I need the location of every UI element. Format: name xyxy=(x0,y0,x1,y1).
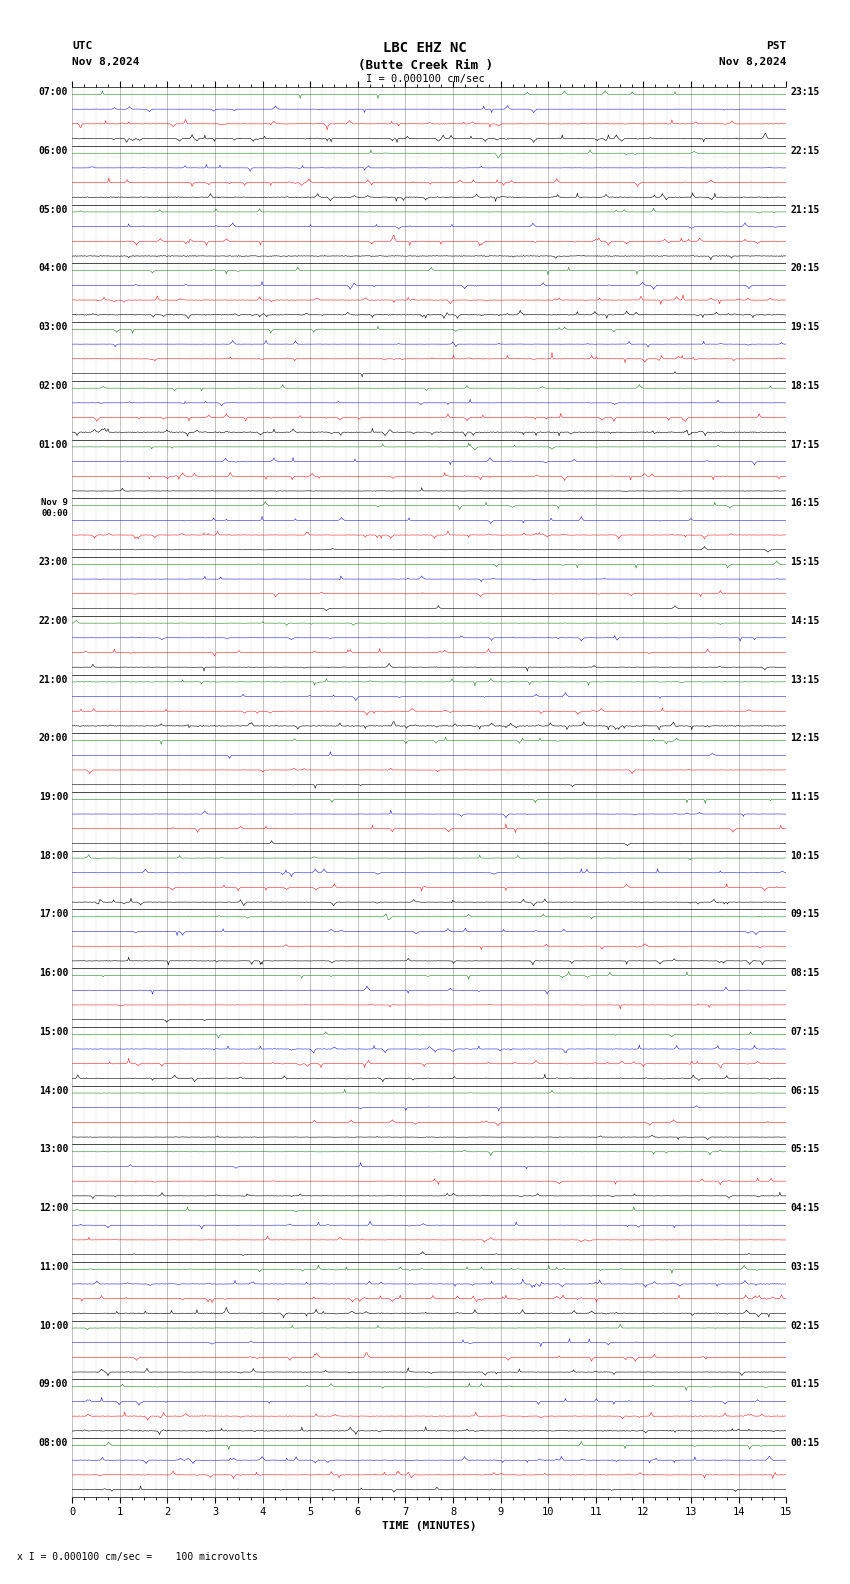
Text: 19:15: 19:15 xyxy=(790,322,820,333)
Text: x I = 0.000100 cm/sec =    100 microvolts: x I = 0.000100 cm/sec = 100 microvolts xyxy=(17,1552,258,1562)
Text: 09:15: 09:15 xyxy=(790,909,820,919)
Text: 02:00: 02:00 xyxy=(38,380,68,391)
Text: 07:00: 07:00 xyxy=(38,87,68,97)
Text: Nov 8,2024: Nov 8,2024 xyxy=(72,57,139,67)
Text: 04:15: 04:15 xyxy=(790,1204,820,1213)
Text: PST: PST xyxy=(766,41,786,51)
Text: 22:15: 22:15 xyxy=(790,146,820,155)
Text: 21:00: 21:00 xyxy=(38,675,68,684)
Text: 03:15: 03:15 xyxy=(790,1262,820,1272)
Text: 20:00: 20:00 xyxy=(38,733,68,743)
Text: 06:15: 06:15 xyxy=(790,1085,820,1096)
Text: 11:00: 11:00 xyxy=(38,1262,68,1272)
Text: LBC EHZ NC: LBC EHZ NC xyxy=(383,41,467,55)
Text: UTC: UTC xyxy=(72,41,93,51)
Text: 12:15: 12:15 xyxy=(790,733,820,743)
Text: 19:00: 19:00 xyxy=(38,792,68,802)
Text: 13:00: 13:00 xyxy=(38,1144,68,1155)
Text: 15:15: 15:15 xyxy=(790,558,820,567)
Text: Nov 8,2024: Nov 8,2024 xyxy=(719,57,786,67)
Text: 22:00: 22:00 xyxy=(38,616,68,626)
Text: 03:00: 03:00 xyxy=(38,322,68,333)
Text: 09:00: 09:00 xyxy=(38,1380,68,1389)
Text: 07:15: 07:15 xyxy=(790,1026,820,1038)
Text: 17:00: 17:00 xyxy=(38,909,68,919)
Text: 12:00: 12:00 xyxy=(38,1204,68,1213)
Text: 05:00: 05:00 xyxy=(38,204,68,214)
Text: 00:15: 00:15 xyxy=(790,1438,820,1448)
Text: 01:00: 01:00 xyxy=(38,439,68,450)
Text: 06:00: 06:00 xyxy=(38,146,68,155)
Text: 14:00: 14:00 xyxy=(38,1085,68,1096)
Text: 20:15: 20:15 xyxy=(790,263,820,274)
Text: 08:15: 08:15 xyxy=(790,968,820,979)
Text: (Butte Creek Rim ): (Butte Creek Rim ) xyxy=(358,59,492,71)
Text: 17:15: 17:15 xyxy=(790,439,820,450)
Text: 16:15: 16:15 xyxy=(790,499,820,508)
Text: 23:00: 23:00 xyxy=(38,558,68,567)
Text: TIME (MINUTES): TIME (MINUTES) xyxy=(382,1521,477,1530)
Text: 10:15: 10:15 xyxy=(790,851,820,860)
Text: 18:00: 18:00 xyxy=(38,851,68,860)
Text: 08:00: 08:00 xyxy=(38,1438,68,1448)
Text: Nov 9
00:00: Nov 9 00:00 xyxy=(41,499,68,518)
Text: 02:15: 02:15 xyxy=(790,1321,820,1331)
Text: I = 0.000100 cm/sec: I = 0.000100 cm/sec xyxy=(366,74,484,84)
Text: 23:15: 23:15 xyxy=(790,87,820,97)
Text: 13:15: 13:15 xyxy=(790,675,820,684)
Text: 04:00: 04:00 xyxy=(38,263,68,274)
Text: 10:00: 10:00 xyxy=(38,1321,68,1331)
Text: 21:15: 21:15 xyxy=(790,204,820,214)
Text: 16:00: 16:00 xyxy=(38,968,68,979)
Text: 11:15: 11:15 xyxy=(790,792,820,802)
Text: 05:15: 05:15 xyxy=(790,1144,820,1155)
Text: 14:15: 14:15 xyxy=(790,616,820,626)
Text: 15:00: 15:00 xyxy=(38,1026,68,1038)
Text: 01:15: 01:15 xyxy=(790,1380,820,1389)
Text: 18:15: 18:15 xyxy=(790,380,820,391)
